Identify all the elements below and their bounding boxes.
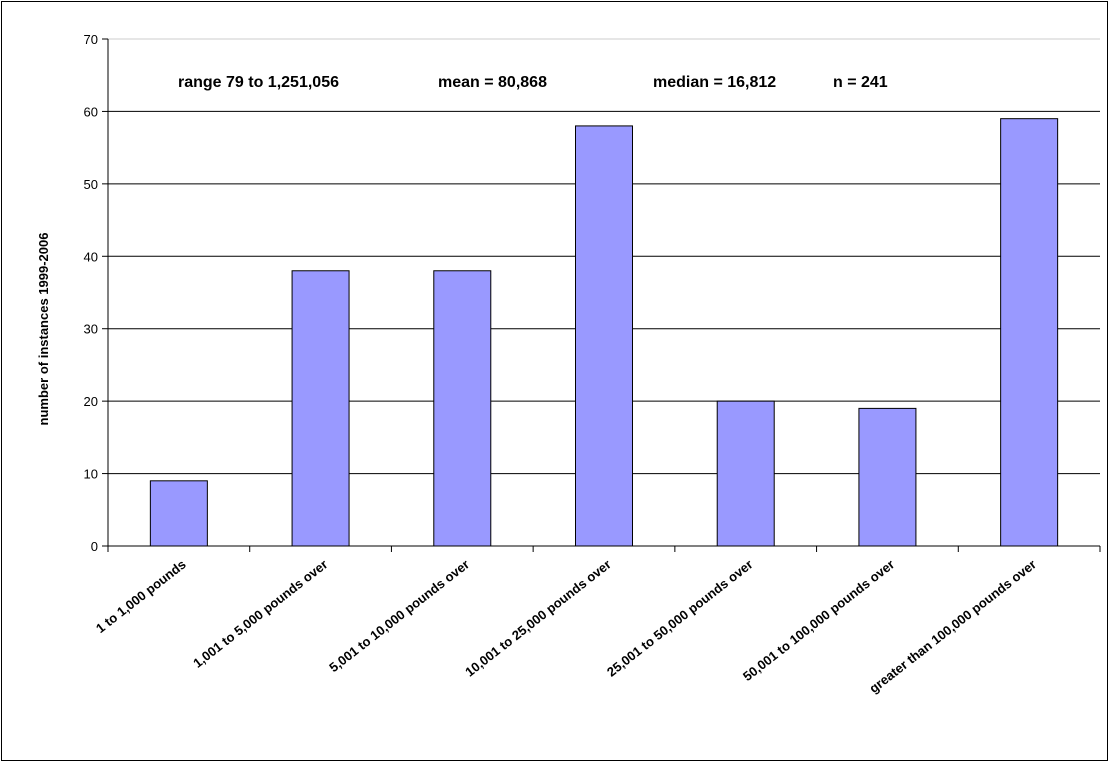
- bar: [1000, 118, 1059, 547]
- annotation-range: range 79 to 1,251,056: [178, 74, 339, 91]
- bars: [149, 118, 1059, 547]
- labels: 0 10 20 30 40 50 60 70 1 to 1,000 pounds 1,001 to…: [84, 32, 1039, 696]
- y-tick-label: 50: [84, 177, 98, 192]
- x-category-label: 10,001 to 25,000 pounds over: [462, 557, 614, 680]
- y-tick-label: 30: [84, 322, 98, 337]
- x-category-label: 5,001 to 10,000 pounds over: [326, 557, 472, 676]
- y-tick-label: 40: [84, 249, 98, 264]
- x-category-label: 1 to 1,000 pounds: [93, 557, 189, 636]
- bar: [858, 407, 917, 547]
- x-category-label: 50,001 to 100,000 pounds over: [740, 557, 897, 684]
- y-tick-label: 70: [84, 32, 98, 47]
- bar: [575, 125, 633, 547]
- y-tick-label: 0: [91, 539, 98, 554]
- annotation-median: median = 16,812: [653, 74, 776, 91]
- bar: [291, 270, 350, 547]
- bar: [149, 480, 208, 547]
- x-category-label: greater than 100,000 pounds over: [866, 557, 1039, 696]
- axes: [102, 38, 1101, 552]
- bar: [433, 270, 492, 547]
- annotation-n: n = 241: [833, 74, 888, 91]
- y-tick-label: 20: [84, 394, 98, 409]
- bar: [716, 400, 775, 547]
- annotation-mean: mean = 80,868: [438, 74, 547, 91]
- x-category-label: 1,001 to 5,000 pounds over: [190, 557, 330, 671]
- y-tick-label: 60: [84, 104, 98, 119]
- y-axis-title: number of instances 1999-2006: [36, 233, 51, 426]
- x-category-label: 25,001 to 50,000 pounds over: [604, 557, 756, 680]
- y-tick-label: 10: [84, 467, 98, 482]
